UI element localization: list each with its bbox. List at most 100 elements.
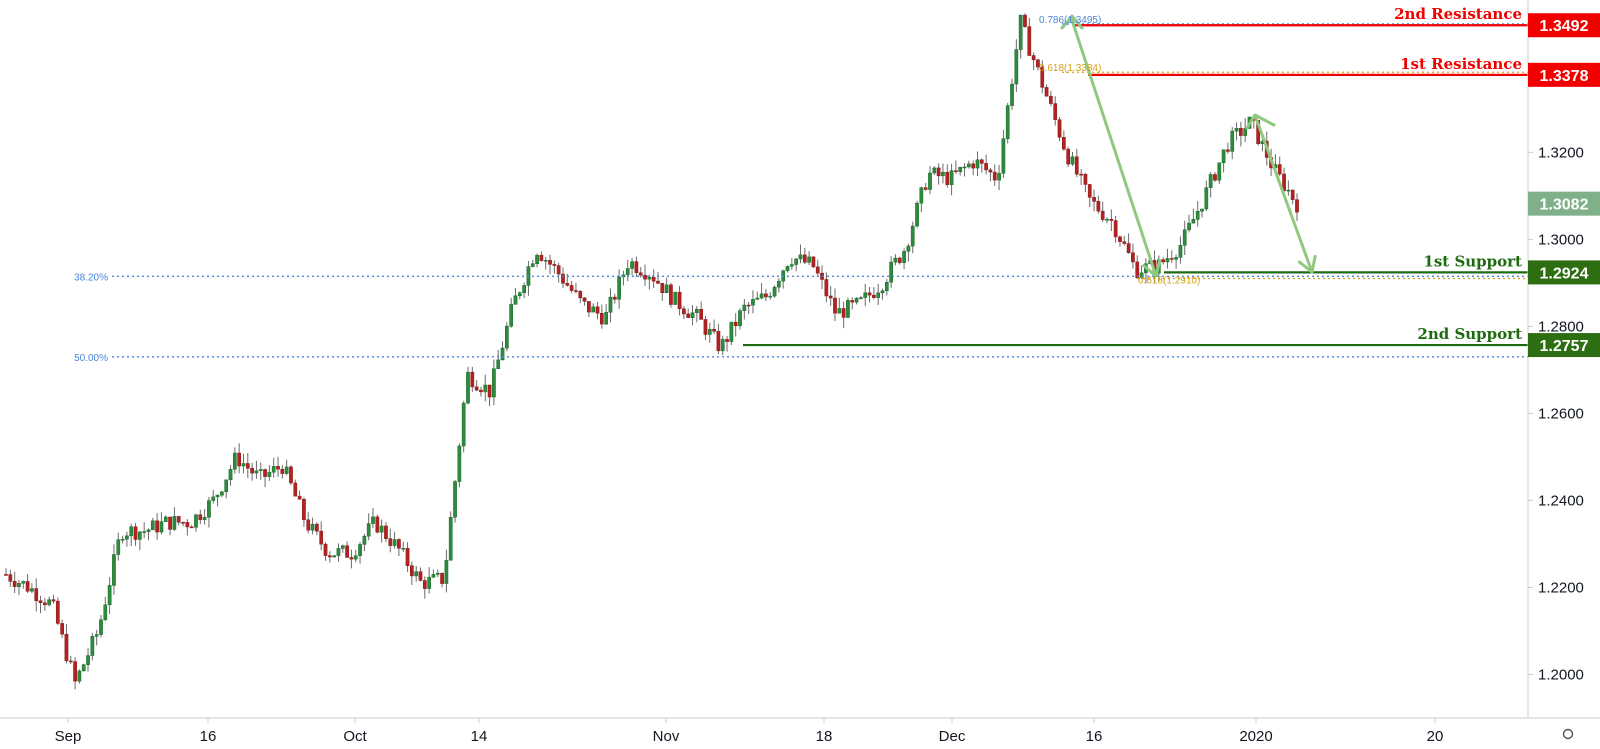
price-badge-label: 1.2757 — [1540, 338, 1589, 355]
chart-settings-button[interactable] — [1562, 728, 1574, 740]
candle-body — [12, 581, 17, 587]
y-tick-label: 1.2600 — [1538, 405, 1584, 422]
price-badge — [1528, 62, 1600, 87]
candle-body — [112, 554, 116, 586]
candle-body — [682, 308, 686, 315]
candle-body — [340, 545, 345, 549]
candle-body — [751, 299, 755, 306]
y-tick-label: 1.2800 — [1538, 318, 1584, 335]
candle-body — [500, 347, 505, 361]
candle-body — [967, 163, 971, 168]
candle-body — [785, 266, 790, 272]
x-tick-label: Sep — [55, 728, 82, 745]
candle-body — [1105, 219, 1109, 221]
candle-body — [1290, 189, 1295, 200]
x-tick-label: 14 — [471, 728, 488, 745]
price-badge-label: 1.3492 — [1540, 18, 1589, 35]
candle-body — [1057, 119, 1062, 138]
candle-body — [612, 296, 617, 300]
candle-body — [1092, 197, 1096, 202]
candle-body — [777, 280, 781, 288]
candle-body — [971, 163, 976, 169]
candle-body — [366, 523, 371, 537]
candle-body — [906, 245, 911, 252]
candle-body — [392, 539, 397, 546]
candle-body — [625, 268, 630, 276]
candle-body — [232, 452, 237, 470]
candle-body — [1182, 229, 1187, 246]
candle-body — [1169, 258, 1174, 260]
candle-body — [142, 531, 147, 533]
candle-body — [824, 279, 829, 297]
candle-body — [81, 664, 86, 672]
candle-body — [1282, 173, 1286, 191]
candle-body — [789, 264, 794, 267]
candle-body — [483, 384, 488, 393]
x-tick-label: 18 — [816, 728, 833, 745]
x-tick-label: 2020 — [1239, 728, 1272, 745]
candle-body — [86, 655, 90, 665]
candle-body — [530, 263, 535, 267]
price-axis[interactable]: 1.2000 1.2200 1.2400 1.2600 1.2800 1.3000 1.32… — [1528, 144, 1584, 683]
candle-body — [470, 371, 475, 388]
candle-body — [979, 159, 984, 164]
candle-body — [936, 167, 941, 177]
candle-body — [133, 526, 138, 540]
candle-body — [444, 559, 449, 584]
candle-body — [949, 170, 954, 185]
candle-body — [582, 297, 587, 302]
candle-body — [910, 225, 915, 247]
candle-body — [172, 516, 177, 530]
candle-body — [643, 274, 647, 280]
candle-body — [289, 466, 293, 484]
candle-body — [699, 309, 704, 320]
candle-body — [99, 619, 103, 635]
candle-body — [1109, 219, 1114, 221]
candle-body — [103, 604, 108, 621]
candle-body — [17, 583, 21, 587]
candle-body — [1005, 105, 1010, 139]
candle-body — [867, 292, 872, 296]
candle-body — [863, 292, 868, 298]
candle-body — [379, 525, 384, 533]
candle-body — [738, 310, 742, 327]
candle-body — [150, 520, 155, 531]
settings-icon — [1562, 728, 1574, 740]
candle-body — [211, 496, 216, 501]
candle-body — [375, 516, 380, 533]
candle-body — [811, 256, 816, 268]
x-tick-label: Oct — [343, 728, 367, 745]
candle-body — [686, 313, 691, 318]
y-tick-label: 1.2000 — [1538, 666, 1584, 683]
candle-body — [556, 265, 561, 275]
candle-body — [1234, 128, 1239, 132]
candle-body — [1040, 66, 1045, 88]
candle-body — [51, 599, 56, 602]
candle-body — [1023, 14, 1027, 27]
candle-body — [1074, 156, 1079, 175]
candle-body — [915, 202, 919, 227]
candle-body — [345, 545, 349, 558]
candle-body — [1014, 49, 1019, 85]
candle-body — [241, 463, 246, 467]
candle-body — [492, 368, 496, 398]
candle-body — [591, 306, 596, 313]
price-badge — [1528, 191, 1600, 216]
candle-body — [43, 602, 47, 606]
candle-body — [1208, 174, 1213, 188]
candle-body — [1187, 222, 1191, 231]
candle-body — [1204, 187, 1209, 210]
time-axis[interactable]: Sep 16 Oct 14 Nov 18 Dec 16 2020 20 — [55, 718, 1444, 745]
plot-area[interactable] — [0, 0, 1528, 718]
candle-body — [1079, 173, 1083, 176]
price-badge — [1528, 13, 1600, 38]
candle-body — [755, 297, 760, 300]
candle-body — [496, 359, 501, 370]
candle-body — [55, 600, 60, 624]
candle-body — [651, 277, 656, 282]
candle-body — [427, 576, 431, 589]
candle-body — [604, 312, 609, 325]
candle-body — [1100, 210, 1105, 220]
candle-body — [1126, 243, 1131, 253]
